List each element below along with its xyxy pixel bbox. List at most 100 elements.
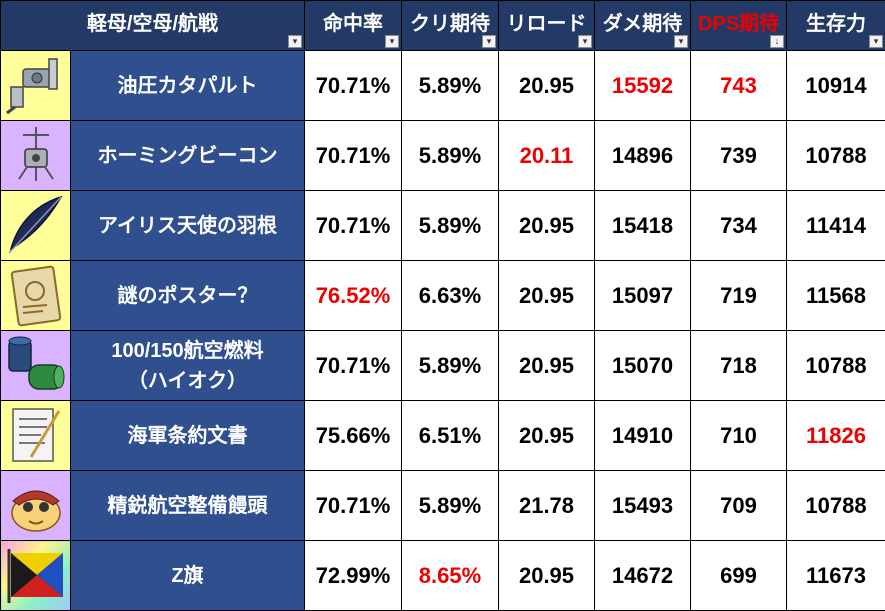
item-icon-cell (0, 50, 71, 121)
mysterious-poster-icon (10, 265, 62, 327)
cell-accuracy: 70.71% (304, 120, 402, 191)
filter-dropdown-icon[interactable]: ▾ (578, 35, 592, 48)
filter-dropdown-icon[interactable]: ▾ (674, 35, 688, 48)
item-icon-cell (0, 540, 71, 611)
item-name: 油圧カタパルト (70, 50, 305, 121)
cell-damage: 15592 (594, 50, 691, 121)
header-reload-label: リロード (506, 13, 587, 35)
homing-beacon-icon (18, 127, 54, 181)
cell-dps: 743 (690, 50, 787, 121)
table-row[interactable]: アイリス天使の羽根 70.71% 5.89% 20.95 15418 734 1… (0, 190, 885, 261)
table-row[interactable]: 謎のポスター？ 76.52% 6.63% 20.95 15097 719 115… (0, 260, 885, 331)
cell-survival: 10788 (786, 120, 885, 191)
naval-treaty-document-icon (12, 408, 61, 462)
cell-damage: 15418 (594, 190, 691, 261)
table-row[interactable]: Z旗 72.99% 8.65% 20.95 14672 699 11673 (0, 540, 885, 611)
item-icon-cell (0, 470, 71, 541)
item-name: ホーミングビーコン (70, 120, 305, 191)
cell-reload: 20.11 (498, 120, 595, 191)
cell-accuracy: 72.99% (304, 540, 402, 611)
item-name-line: （ハイオク） (127, 369, 248, 392)
item-name: 精鋭航空整備饅頭 (70, 470, 305, 541)
cell-accuracy: 75.66% (304, 400, 402, 471)
cell-accuracy: 70.71% (304, 190, 402, 261)
item-icon-cell (0, 190, 71, 261)
item-name-line: Z旗 (171, 564, 204, 587)
cell-survival: 11568 (786, 260, 885, 331)
header-accuracy-label: 命中率 (323, 13, 383, 35)
elite-aviation-bun-icon (11, 490, 61, 532)
cell-crit: 5.89% (401, 190, 499, 261)
item-name-line: 海軍条約文書 (127, 424, 248, 447)
cell-damage: 15070 (594, 330, 691, 401)
header-dps: DPS期待 ↓ (690, 0, 787, 51)
item-icon-cell (0, 400, 71, 471)
item-name: 100/150航空燃料 （ハイオク） (70, 330, 305, 401)
header-reload: リロード ▾ (498, 0, 595, 51)
cell-reload: 20.95 (498, 330, 595, 401)
cell-accuracy: 76.52% (304, 260, 402, 331)
cell-reload: 20.95 (498, 540, 595, 611)
filter-dropdown-icon[interactable]: ▾ (288, 35, 302, 48)
item-name-line: ホーミングビーコン (97, 144, 278, 167)
cell-dps: 719 (690, 260, 787, 331)
header-item-label: 軽母/空母/航戦 (86, 13, 219, 35)
cell-damage: 14910 (594, 400, 691, 471)
iris-angel-feather-icon (8, 195, 63, 254)
cell-damage: 15493 (594, 470, 691, 541)
cell-dps: 718 (690, 330, 787, 401)
item-icon-cell (0, 330, 71, 401)
cell-dps: 710 (690, 400, 787, 471)
item-name: 海軍条約文書 (70, 400, 305, 471)
item-name-line: 100/150航空燃料 (111, 339, 264, 362)
cell-accuracy: 70.71% (304, 330, 402, 401)
header-damage-label: ダメ期待 (602, 13, 683, 35)
cell-survival: 11414 (786, 190, 885, 261)
item-name: Z旗 (70, 540, 305, 611)
table-row[interactable]: 油圧カタパルト 70.71% 5.89% 20.95 15592 743 109… (0, 50, 885, 121)
table-row[interactable]: 海軍条約文書 75.66% 6.51% 20.95 14910 710 1182… (0, 400, 885, 471)
filter-dropdown-icon[interactable]: ▾ (869, 35, 883, 48)
cell-dps: 709 (690, 470, 787, 541)
table-row[interactable]: 精鋭航空整備饅頭 70.71% 5.89% 21.78 15493 709 10… (0, 470, 885, 541)
item-name-line: 謎のポスター？ (117, 284, 258, 307)
hydraulic-catapult-icon (6, 58, 58, 115)
header-survival: 生存力 ▾ (786, 0, 885, 51)
z-flag-icon (7, 549, 63, 603)
header-crit: クリ期待 ▾ (401, 0, 499, 51)
sort-filter-icon[interactable]: ↓ (770, 35, 784, 48)
cell-reload: 20.95 (498, 400, 595, 471)
cell-damage: 14896 (594, 120, 691, 191)
item-name-line: アイリス天使の羽根 (98, 214, 277, 237)
header-accuracy: 命中率 ▾ (304, 0, 402, 51)
filter-dropdown-icon[interactable]: ▾ (482, 35, 496, 48)
item-name: 謎のポスター？ (70, 260, 305, 331)
item-name-line: 油圧カタパルト (117, 74, 258, 97)
cell-accuracy: 70.71% (304, 50, 402, 121)
item-icon-cell (0, 120, 71, 191)
header-crit-label: クリ期待 (410, 13, 490, 35)
item-name-line: 精鋭航空整備饅頭 (107, 494, 268, 517)
cell-reload: 20.95 (498, 190, 595, 261)
cell-damage: 15097 (594, 260, 691, 331)
cell-crit: 6.63% (401, 260, 499, 331)
header-damage: ダメ期待 ▾ (594, 0, 691, 51)
cell-survival: 10788 (786, 330, 885, 401)
cell-dps: 739 (690, 120, 787, 191)
cell-survival: 11673 (786, 540, 885, 611)
cell-reload: 20.95 (498, 260, 595, 331)
cell-damage: 14672 (594, 540, 691, 611)
cell-crit: 5.89% (401, 50, 499, 121)
table-row[interactable]: 100/150航空燃料 （ハイオク） 70.71% 5.89% 20.95 15… (0, 330, 885, 401)
table-row[interactable]: ホーミングビーコン 70.71% 5.89% 20.11 14896 739 1… (0, 120, 885, 191)
header-dps-label: DPS期待 (697, 13, 780, 35)
cell-survival: 11826 (786, 400, 885, 471)
cell-survival: 10788 (786, 470, 885, 541)
cell-dps: 699 (690, 540, 787, 611)
header-row: 軽母/空母/航戦 ▾ 命中率 ▾ クリ期待 ▾ リロード ▾ ダメ期待 ▾ DP… (0, 0, 885, 51)
cell-crit: 8.65% (401, 540, 499, 611)
cell-reload: 20.95 (498, 50, 595, 121)
header-survival-label: 生存力 (806, 13, 866, 35)
filter-dropdown-icon[interactable]: ▾ (385, 35, 399, 48)
